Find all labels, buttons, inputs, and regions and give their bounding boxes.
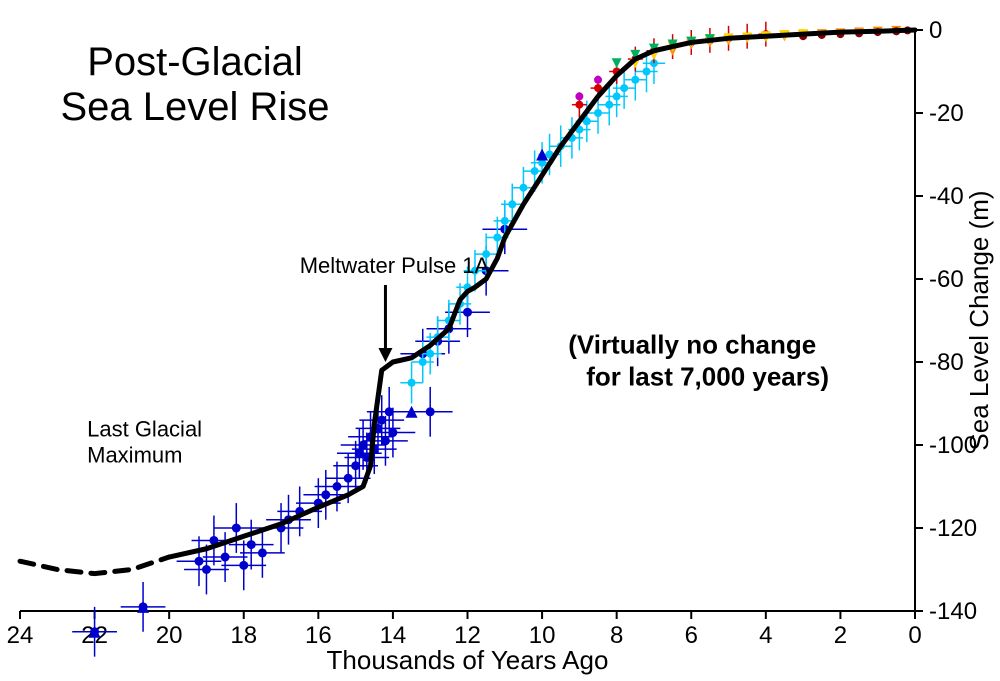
svg-text:-40: -40 xyxy=(929,183,964,210)
svg-text:for last 7,000 years): for last 7,000 years) xyxy=(586,362,829,392)
svg-text:Thousands of Years Ago: Thousands of Years Ago xyxy=(327,645,609,675)
svg-text:Meltwater Pulse 1A: Meltwater Pulse 1A xyxy=(300,253,490,278)
svg-text:8: 8 xyxy=(610,622,623,649)
chart-container: 242220181614121086420Thousands of Years … xyxy=(0,0,1000,681)
svg-text:-20: -20 xyxy=(929,100,964,127)
svg-text:-120: -120 xyxy=(929,515,977,542)
svg-text:Maximum: Maximum xyxy=(87,443,182,468)
svg-text:0: 0 xyxy=(908,622,921,649)
svg-text:Sea Level Rise: Sea Level Rise xyxy=(60,85,329,129)
svg-text:2: 2 xyxy=(834,622,847,649)
svg-text:24: 24 xyxy=(7,622,34,649)
svg-text:4: 4 xyxy=(759,622,772,649)
svg-text:-140: -140 xyxy=(929,598,977,625)
svg-text:0: 0 xyxy=(929,17,942,44)
svg-text:20: 20 xyxy=(156,622,183,649)
svg-text:(Virtually no change: (Virtually no change xyxy=(568,330,816,360)
svg-text:Last Glacial: Last Glacial xyxy=(87,417,202,442)
svg-text:6: 6 xyxy=(685,622,698,649)
svg-text:-60: -60 xyxy=(929,266,964,293)
svg-text:-80: -80 xyxy=(929,349,964,376)
svg-text:Post-Glacial: Post-Glacial xyxy=(87,40,303,84)
chart-svg: 242220181614121086420Thousands of Years … xyxy=(0,0,1000,681)
svg-text:Sea Level Change (m): Sea Level Change (m) xyxy=(964,190,994,450)
svg-text:18: 18 xyxy=(230,622,257,649)
